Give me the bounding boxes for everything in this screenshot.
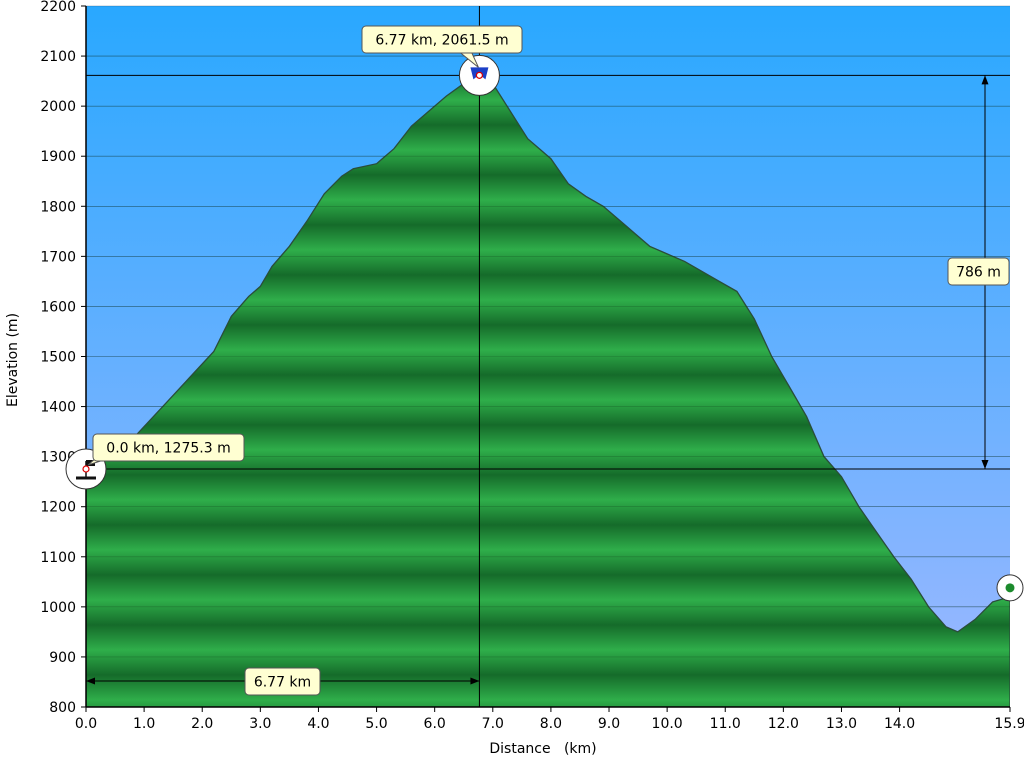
crosshair-lines [86, 6, 1010, 707]
arrow-head [981, 460, 989, 470]
peak-callout-text: 6.77 km, 2061.5 m [375, 33, 508, 49]
x-tick-label: 15.9 [994, 716, 1024, 732]
y-tick-label: 800 [49, 700, 76, 716]
start-point-dot [82, 465, 90, 473]
x-tick-label: 6.0 [424, 716, 446, 732]
start-callout-box [92, 433, 245, 462]
y-tick-label: 2000 [40, 99, 76, 115]
x-axis-ticks: 0.0 1.0 2.0 3.0 4.0 5.0 6.0 7.0 8.0 9.0 10.0 11.0 12… [75, 707, 1024, 732]
arrow-head [86, 677, 95, 685]
arrow-head [981, 75, 989, 85]
x-tick-label: 0.0 [75, 716, 97, 732]
peak-point-dot [475, 71, 484, 79]
x-tick-label: 9.0 [598, 716, 620, 732]
y-tick-label: 900 [49, 650, 76, 666]
elevation-profile-area [86, 74, 1010, 707]
x-axis-label: Distance (km) [489, 741, 596, 757]
x-tick-label: 3.0 [249, 716, 271, 732]
y-axis-label: Elevation (m) [5, 313, 21, 407]
y-axis-ticks: 8009001000110012001300140015001600170018… [40, 0, 86, 716]
y-tick-label: 1600 [40, 299, 76, 315]
end-marker-dot [1005, 583, 1015, 593]
arrow-head [470, 677, 480, 685]
x-tick-label: 5.0 [365, 716, 387, 732]
x-tick-label: 7.0 [482, 716, 504, 732]
y-tick-label: 1700 [40, 249, 76, 265]
y-tick-label: 1100 [40, 550, 76, 566]
callout-labels: 6.77 km, 2061.5 m 0.0 km, 1275.3 m 6.77 km… [87, 25, 1010, 696]
y-tick-label: 1800 [40, 199, 76, 215]
x-tick-label: 11.0 [710, 716, 741, 732]
distance-callout-box [244, 667, 321, 696]
x-tick-label: 14.0 [884, 716, 915, 732]
x-tick-label: 4.0 [307, 716, 329, 732]
y-tick-label: 1400 [40, 400, 76, 416]
grid-overlay [86, 55, 1010, 658]
x-tick-label: 2.0 [191, 716, 213, 732]
peak-callout-box [361, 25, 523, 54]
x-tick-label: 13.0 [826, 716, 857, 732]
y-tick-label: 1500 [40, 350, 76, 366]
start-callout-text: 0.0 km, 1275.3 m [106, 441, 230, 457]
x-tick-label: 1.0 [133, 716, 155, 732]
x-tick-label: 12.0 [768, 716, 799, 732]
y-tick-label: 2100 [40, 49, 76, 65]
y-tick-label: 1200 [40, 500, 76, 516]
x-tick-label: 8.0 [540, 716, 562, 732]
y-tick-label: 1900 [40, 149, 76, 165]
distance-callout-text: 6.77 km [254, 675, 311, 691]
elevation-gain-callout-box [947, 257, 1010, 286]
elevation-gain-callout-text: 786 m [956, 265, 1001, 281]
x-tick-label: 10.0 [652, 716, 683, 732]
y-tick-label: 1000 [40, 600, 76, 616]
y-tick-label: 2200 [40, 0, 76, 15]
